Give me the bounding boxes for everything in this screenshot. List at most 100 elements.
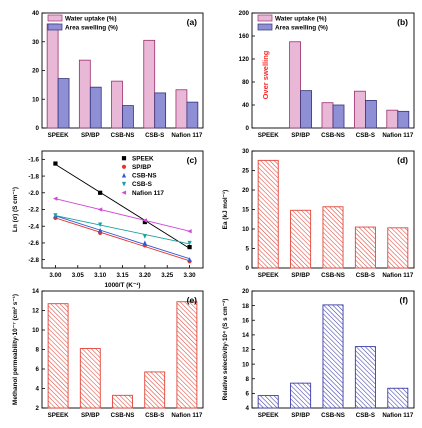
x-tick-label-csb-ns: CSB-NS	[321, 272, 345, 279]
y-tick-label-40: 40	[32, 10, 39, 17]
panel-e-methanol-permeability-chart: 2 4 6 8 10 12 14 SPEEK SP/BP CSB-NS CSB-S Nafion 11…	[12, 288, 204, 419]
plot-frame-c	[41, 150, 204, 269]
bar-water-uptake-nafion-117	[386, 109, 399, 129]
bar-area-swelling-nafion-117	[397, 110, 410, 129]
x-tick-label-3-30: 3.30	[184, 272, 197, 279]
point-csb-ns-3	[187, 257, 192, 262]
point-speek-0	[53, 161, 58, 166]
y-tick-label-4: 4	[36, 386, 40, 393]
bar-sp-bp	[290, 382, 312, 409]
y-tick-label-14: 14	[32, 288, 39, 295]
bar-water-uptake-sp-bp	[289, 41, 302, 129]
x-tick-label-csb-ns: CSB-NS	[321, 412, 345, 419]
x-tick-label-csb-s: CSB-S	[356, 272, 375, 279]
bar-water-uptake-nafion-117	[175, 89, 188, 129]
y-tick-label-2-8: -2.8	[28, 257, 39, 264]
point-csb-ns-2	[142, 240, 147, 246]
x-tick-label-sp-bp: SP/BP	[291, 272, 310, 279]
panel-label-d: (d)	[397, 155, 408, 165]
panel-c-arrhenius-plot: 3.00 3.05 3.10 3.15 3.20 3.25 3.30 -1.6 -1.8 -2.0…	[12, 150, 204, 289]
panel-label-e: (e)	[187, 295, 198, 305]
legend-label-area-swelling: Area swelling (%)	[275, 25, 328, 32]
fit-line-speek	[55, 163, 190, 249]
panel-b-water-uptake-chart: 0 40 80 120 160 200 SPEEK SP/BP CSB-NS CSB-S Nafio…	[239, 10, 415, 139]
x-tick-label-3-00: 3.00	[49, 272, 62, 279]
point-speek-1	[98, 190, 103, 195]
panel-d-activation-energy-chart: 0 5 10 15 20 25 30 SPEEK SP/BP CSB-NS CSB-S Nafion …	[222, 148, 415, 279]
panel-label-c: (c)	[187, 155, 198, 165]
y-tick-label-14: 14	[242, 332, 249, 339]
y-tick-label-120: 120	[239, 56, 250, 63]
y-tick-label-8: 8	[246, 376, 250, 383]
point-csb-s-0	[53, 213, 58, 218]
bar-csb-s	[354, 346, 376, 409]
y-tick-label-16: 16	[242, 317, 249, 324]
point-csb-ns-1	[98, 227, 103, 233]
y-tick-label-30: 30	[32, 39, 39, 46]
fit-line-csb-s	[55, 215, 190, 245]
x-tick-label-3-10: 3.10	[94, 272, 107, 279]
x-tick-label-csb-ns: CSB-NS	[321, 132, 345, 139]
x-tick-label-nafion-117: Nafion 117	[171, 132, 203, 139]
x-tick-label-csb-ns: CSB-NS	[111, 412, 135, 419]
legend-label-area-swelling: Area swelling (%)	[65, 25, 118, 32]
panel-label-f: (f)	[400, 295, 409, 305]
x-tick-label-speek: SPEEK	[258, 132, 280, 139]
x-tick-label-sp-bp: SP/BP	[81, 412, 100, 419]
y-tick-label-2-6: -2.6	[28, 240, 39, 247]
x-tick-label-3-25: 3.25	[161, 272, 174, 279]
bar-speek	[47, 303, 69, 409]
y-tick-label-200: 200	[239, 10, 250, 17]
legend-label-csb-s: CSB-S	[132, 181, 153, 188]
point-csb-s-2	[142, 234, 147, 239]
bar-csb-ns	[112, 394, 133, 409]
y-tick-label-20: 20	[32, 68, 39, 75]
y-tick-label-10: 10	[32, 96, 39, 103]
legend-swatch-water-uptake	[47, 14, 63, 22]
legend-label-speek: SPEEK	[132, 155, 154, 162]
y-axis-title-c: Ln (σ) (S cm⁻¹)	[12, 187, 19, 232]
y-tick-label-0: 0	[246, 125, 250, 132]
y-tick-label-2-2: -2.2	[28, 207, 39, 214]
bar-area-swelling-nafion-117	[186, 101, 199, 129]
y-tick-label-6: 6	[246, 391, 250, 398]
x-tick-label-speek: SPEEK	[258, 412, 280, 419]
bar-area-swelling-sp-bp	[89, 86, 102, 129]
y-tick-label-12: 12	[32, 308, 39, 315]
x-tick-label-nafion-117: Nafion 117	[382, 412, 414, 419]
y-tick-label-15: 15	[242, 207, 249, 214]
y-tick-label-2-4: -2.4	[28, 223, 39, 230]
y-tick-label-18: 18	[242, 303, 249, 310]
over-swelling-annotation: Over swelling	[261, 50, 270, 99]
x-tick-label-sp-bp: SP/BP	[81, 132, 100, 139]
y-tick-label-6: 6	[36, 366, 40, 373]
legend-label-csb-ns: CSB-NS	[132, 173, 157, 180]
bar-speek	[257, 159, 279, 269]
legend-swatch-area-swelling	[47, 23, 63, 31]
bar-area-swelling-csb-s	[364, 100, 377, 129]
bar-nafion-117	[387, 387, 409, 409]
legend-marker-csb-ns	[121, 172, 127, 178]
x-tick-label-sp-bp: SP/BP	[291, 412, 310, 419]
bar-water-uptake-csb-s	[353, 90, 366, 129]
bar-csb-s	[354, 226, 376, 269]
bar-csb-ns	[322, 304, 344, 409]
x-tick-label-speek: SPEEK	[48, 412, 70, 419]
legend-marker-csb-s	[121, 181, 127, 187]
x-axis-title-c: 1000/T (K⁻¹)	[104, 282, 140, 289]
y-tick-label-0: 0	[246, 265, 250, 272]
bar-water-uptake-csb-ns	[111, 80, 123, 129]
panel-label-b: (b)	[397, 17, 408, 27]
x-tick-label-csb-ns: CSB-NS	[111, 132, 135, 139]
y-tick-label-0: 0	[36, 125, 40, 132]
y-tick-label-12: 12	[242, 347, 249, 354]
legend-marker-speek	[121, 156, 127, 161]
bar-water-uptake-csb-ns	[321, 102, 334, 129]
y-tick-label-5: 5	[246, 246, 250, 253]
bar-area-swelling-csb-ns	[122, 105, 134, 129]
bar-area-swelling-csb-s	[154, 92, 167, 129]
x-tick-label-nafion-117: Nafion 117	[382, 272, 414, 279]
x-tick-label-3-20: 3.20	[139, 272, 152, 279]
y-tick-label-80: 80	[242, 79, 249, 86]
y-tick-label-10: 10	[32, 327, 39, 334]
